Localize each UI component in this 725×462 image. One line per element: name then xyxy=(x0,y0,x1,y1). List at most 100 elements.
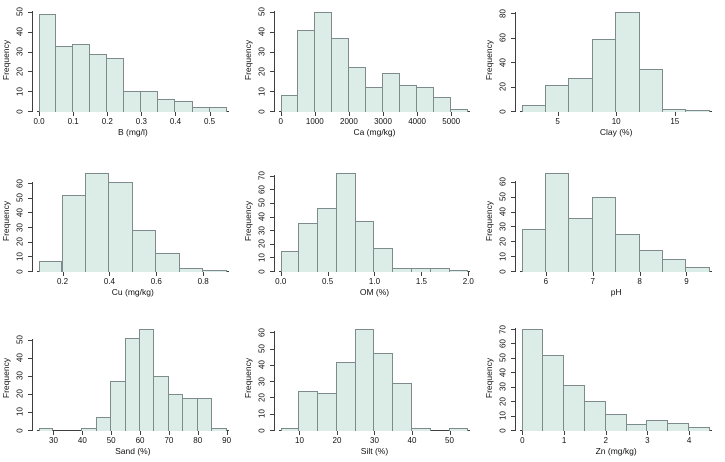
y-axis-line xyxy=(273,10,275,112)
x-axis-title: Ca (mg/kg) xyxy=(353,127,396,137)
y-tick xyxy=(269,216,274,218)
histogram-bar xyxy=(646,419,669,431)
y-tick-label: 50 xyxy=(257,7,267,17)
x-tick-label: 9 xyxy=(684,277,689,286)
histogram-bar xyxy=(280,428,300,431)
histogram-bar xyxy=(522,104,546,112)
histogram-bar xyxy=(81,428,97,431)
x-tick xyxy=(280,112,282,116)
histogram-bar xyxy=(335,361,356,431)
y-axis-line xyxy=(32,338,33,431)
histogram-bar xyxy=(108,181,133,272)
x-tick-label: 70 xyxy=(164,436,174,445)
y-tick xyxy=(511,329,516,331)
x-tick-label: 90 xyxy=(222,436,232,445)
y-tick xyxy=(511,111,516,112)
y-tick xyxy=(28,183,32,185)
histogram-bar xyxy=(591,38,617,112)
y-tick xyxy=(511,62,516,64)
histogram-bar xyxy=(542,354,565,431)
histogram-bar xyxy=(638,250,664,272)
histogram-bar xyxy=(208,107,227,112)
histogram-om: 0 10 20 30 40 50 60 70 Frequency 0.0 0.5 1.0 1.5 2.0 O… xyxy=(242,154,484,308)
y-tick xyxy=(28,339,32,341)
x-tick xyxy=(203,272,205,276)
histogram-bar xyxy=(522,229,546,272)
x-tick xyxy=(411,431,413,435)
y-tick xyxy=(28,256,32,258)
x-axis-title: OM (%) xyxy=(359,287,390,297)
histogram-bar xyxy=(544,85,570,112)
histogram-bar xyxy=(72,43,91,112)
x-tick-label: 10 xyxy=(295,436,304,445)
x-tick-label: 2 xyxy=(603,436,608,445)
y-tick xyxy=(269,189,274,191)
histogram-bar xyxy=(364,87,383,112)
x-tick-label: 10 xyxy=(611,117,621,126)
y-axis-line xyxy=(273,174,275,272)
y-tick xyxy=(269,51,274,53)
x-tick xyxy=(689,431,691,435)
histogram-bar xyxy=(450,109,469,112)
y-tick-label: 40 xyxy=(498,57,508,67)
y-tick-label: 60 xyxy=(257,327,267,337)
x-tick-label: 0.5 xyxy=(203,117,216,126)
x-tick-label: 80 xyxy=(193,436,203,445)
x-tick-label: 20 xyxy=(332,436,342,445)
x-tick-label: 0.8 xyxy=(197,277,209,286)
y-tick xyxy=(511,372,516,374)
y-tick xyxy=(28,212,32,214)
y-tick xyxy=(269,230,274,232)
x-tick xyxy=(299,431,301,435)
x-tick xyxy=(314,112,316,116)
histogram-bar xyxy=(373,247,394,272)
histogram-bar xyxy=(544,172,570,272)
histogram-bar xyxy=(522,329,544,431)
y-tick xyxy=(269,31,274,33)
x-tick xyxy=(451,112,453,116)
histogram-bar xyxy=(39,428,54,431)
y-tick xyxy=(28,357,32,359)
y-tick xyxy=(269,397,274,399)
x-tick xyxy=(421,272,423,276)
x-tick-label: 0.2 xyxy=(56,277,69,286)
histogram-b: 0 10 20 30 40 50 Frequency 0.0 0.1 0.2 0.3 0.4 0.5 B … xyxy=(0,0,242,154)
y-axis-line xyxy=(32,10,33,112)
histogram-bar xyxy=(354,220,375,272)
x-axis-title: pH xyxy=(610,287,622,297)
histogram-bar xyxy=(55,45,74,112)
x-tick xyxy=(383,112,384,116)
histogram-bar xyxy=(139,329,155,431)
y-tick xyxy=(511,401,516,403)
histogram-bar xyxy=(335,172,356,272)
y-tick xyxy=(269,202,274,204)
histogram-zn: 0 10 20 30 40 50 60 70 Frequency 0 1 2 3 4 Zn (mg/kg) xyxy=(483,308,725,462)
histogram-bar xyxy=(106,57,125,112)
y-tick xyxy=(269,71,274,73)
histogram-bar xyxy=(373,353,394,431)
y-tick xyxy=(28,91,32,93)
x-tick-label: 1000 xyxy=(305,117,324,126)
x-tick-label: 1.0 xyxy=(368,277,381,286)
y-tick xyxy=(269,271,274,272)
y-tick-label: 70 xyxy=(257,171,267,181)
x-tick xyxy=(674,112,676,116)
x-tick-label: 0.1 xyxy=(67,117,79,126)
y-tick xyxy=(511,430,516,431)
histogram-bar xyxy=(155,253,180,272)
histogram-silt: 0 10 20 30 40 50 60 Frequency 10 20 30 40 50 Silt (%) xyxy=(242,308,484,462)
y-axis-title: Frequency xyxy=(242,200,253,241)
x-tick xyxy=(605,431,607,435)
y-axis-title: Frequency xyxy=(484,357,495,399)
x-tick xyxy=(616,112,618,116)
histogram-bar xyxy=(39,260,63,272)
x-tick xyxy=(197,431,199,435)
histogram-bar xyxy=(296,29,315,112)
histogram-bar xyxy=(662,259,687,272)
histogram-bar xyxy=(317,208,337,272)
y-tick xyxy=(28,241,32,243)
y-tick xyxy=(269,91,274,93)
histogram-bar xyxy=(685,266,710,272)
x-tick-label: 1.5 xyxy=(415,277,427,286)
